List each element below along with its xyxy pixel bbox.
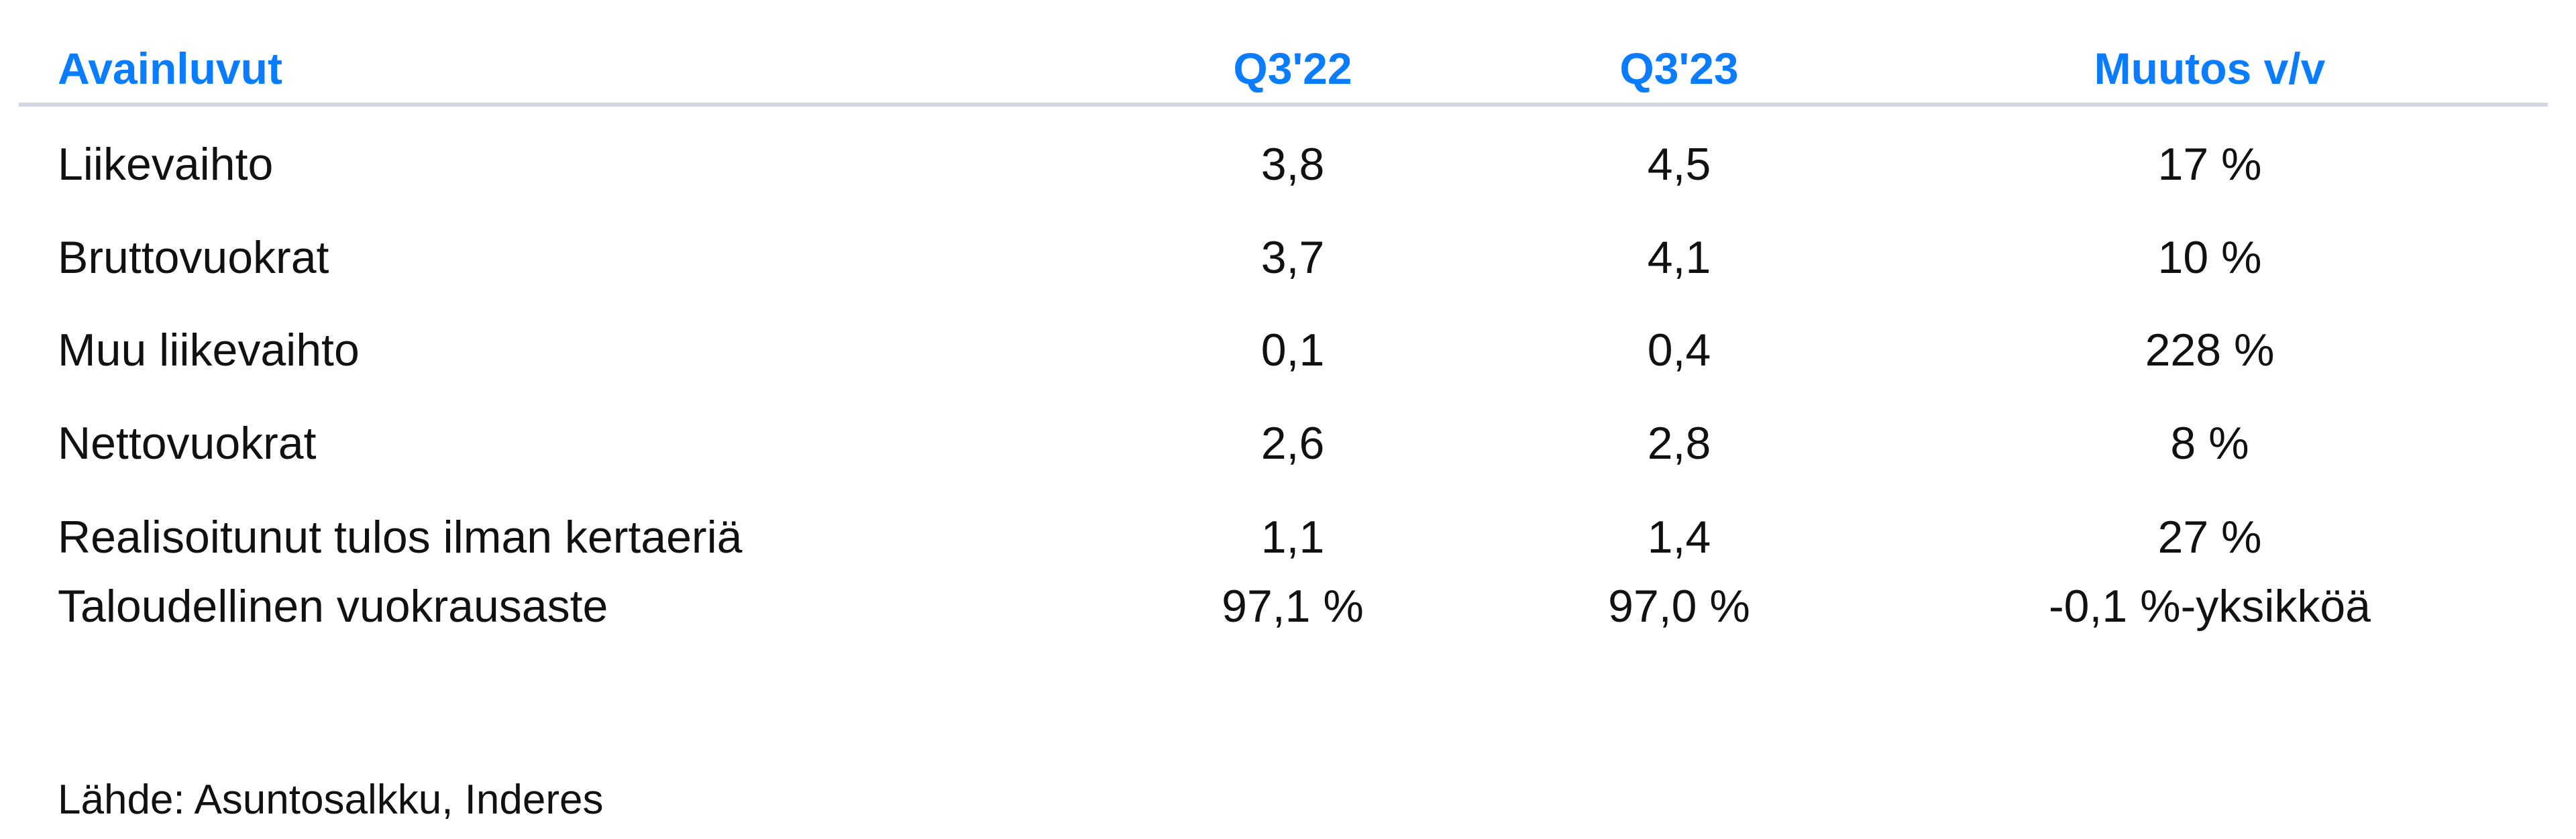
- header-label: Avainluvut: [58, 44, 282, 93]
- header-q3-22: Q3'22: [1233, 44, 1352, 93]
- header-change: Muutos v/v: [2094, 44, 2326, 93]
- row-label: Muu liikevaihto: [58, 325, 360, 376]
- value-q3-23: 0,4: [1647, 325, 1711, 376]
- header-divider: [19, 103, 2548, 107]
- value-change: 17 %: [2157, 139, 2262, 190]
- header-q3-23: Q3'23: [1619, 44, 1739, 93]
- value-change: 27 %: [2157, 512, 2262, 563]
- value-q3-22: 3,7: [1260, 232, 1325, 283]
- value-q3-23: 4,5: [1647, 139, 1711, 190]
- value-q3-22: 1,1: [1260, 512, 1325, 563]
- row-label: Nettovuokrat: [58, 418, 317, 469]
- row-label: Taloudellinen vuokrausaste: [58, 581, 608, 632]
- row-label: Bruttovuokrat: [58, 232, 329, 283]
- value-q3-23: 2,8: [1647, 418, 1711, 469]
- row-label: Realisoitunut tulos ilman kertaeriä: [58, 512, 743, 563]
- value-q3-22: 97,1 %: [1222, 581, 1364, 632]
- row-label: Liikevaihto: [58, 139, 274, 190]
- value-change: 10 %: [2157, 232, 2262, 283]
- source-note: Lähde: Asuntosalkku, Inderes: [58, 777, 604, 823]
- value-change: 228 %: [2145, 325, 2275, 376]
- value-q3-23: 97,0 %: [1608, 581, 1750, 632]
- value-change: -0,1 %-yksikköä: [2049, 581, 2371, 632]
- value-q3-22: 0,1: [1260, 325, 1325, 376]
- value-q3-23: 4,1: [1647, 232, 1711, 283]
- value-q3-22: 2,6: [1260, 418, 1325, 469]
- value-change: 8 %: [2170, 418, 2249, 469]
- value-q3-22: 3,8: [1260, 139, 1325, 190]
- value-q3-23: 1,4: [1647, 512, 1711, 563]
